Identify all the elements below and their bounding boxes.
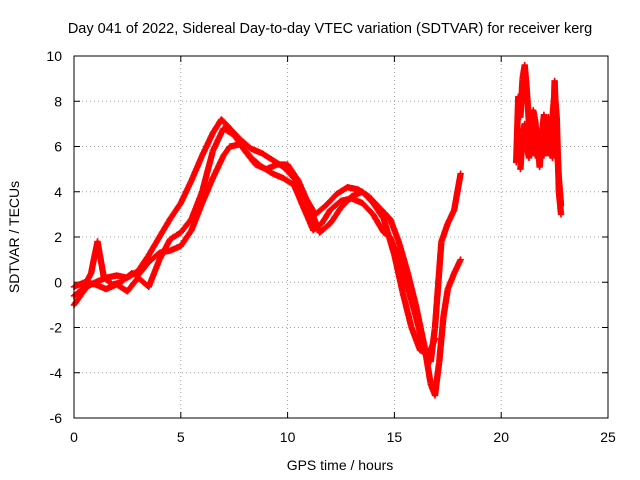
data-point-cluster <box>444 271 457 293</box>
data-marks <box>70 61 565 399</box>
data-point-cluster <box>369 211 387 235</box>
y-tick-label: -2 <box>50 320 63 336</box>
data-point-cluster <box>391 251 406 296</box>
data-point-cluster <box>220 144 233 159</box>
data-point-cluster <box>177 228 194 250</box>
data-point-cluster <box>327 198 343 214</box>
data-point-cluster <box>359 188 376 206</box>
y-tick-label: 10 <box>46 48 62 64</box>
y-tick-label: 8 <box>54 93 62 109</box>
data-point-cluster <box>280 175 296 188</box>
data-point-cluster <box>177 178 194 207</box>
data-point-cluster <box>188 201 205 234</box>
data-point-cluster <box>258 150 275 163</box>
y-tick-labels: -6 -4 -2 0 2 4 6 8 10 <box>46 48 62 426</box>
x-tick-label: 20 <box>493 429 509 445</box>
data-point-cluster <box>305 202 323 235</box>
y-tick-label: 6 <box>54 139 62 155</box>
data-point-cluster <box>295 177 312 208</box>
data-point-cluster <box>188 153 205 184</box>
data-point-cluster <box>156 217 173 241</box>
data-point-cluster <box>517 77 526 121</box>
data-point <box>457 170 464 177</box>
series-track-1 <box>70 116 464 399</box>
data-point-cluster <box>517 131 526 173</box>
data-point-cluster <box>425 337 438 358</box>
data-point-cluster <box>327 205 344 227</box>
plot-frame <box>73 55 609 419</box>
data-point-cluster <box>231 132 248 153</box>
data-point-cluster <box>166 201 184 223</box>
data-point <box>431 335 439 343</box>
data-point-cluster <box>156 237 173 263</box>
x-tick-label: 25 <box>600 429 616 445</box>
data-point-cluster <box>209 126 227 155</box>
data-point-cluster <box>299 202 316 232</box>
y-axis-label: SDTVAR / TECUs <box>6 181 22 293</box>
data-point-cluster <box>551 77 560 142</box>
data-point-cluster <box>284 161 301 183</box>
data-point-cluster <box>145 235 162 259</box>
data-point-cluster <box>399 290 415 330</box>
data-point-cluster <box>241 147 258 167</box>
data-point-cluster <box>145 250 162 266</box>
data-point-cluster <box>134 253 152 275</box>
y-tick-label: 4 <box>54 184 62 200</box>
x-tick-label: 10 <box>280 429 296 445</box>
data-point-cluster <box>386 215 402 244</box>
chart-title: Day 041 of 2022, Sidereal Day-to-day VTE… <box>68 21 592 37</box>
data-point-cluster <box>322 191 339 209</box>
x-tick-label: 15 <box>387 429 403 445</box>
data-point-cluster <box>451 257 464 277</box>
x-axis-label: GPS time / hours <box>287 457 394 473</box>
y-tick-label: -4 <box>50 365 63 381</box>
data-point-cluster <box>94 238 107 280</box>
series-track-5 <box>517 77 565 209</box>
data-point-cluster <box>395 238 410 273</box>
data-point <box>557 211 565 218</box>
data-point-cluster <box>553 136 562 180</box>
data-point-cluster <box>199 176 216 207</box>
data-point-cluster <box>209 117 224 137</box>
data-point-cluster <box>369 199 386 221</box>
y-tick-label: -6 <box>50 410 63 426</box>
data-point-cluster <box>145 257 163 290</box>
y-tick-label: 0 <box>54 274 62 290</box>
data-point-cluster <box>395 256 408 280</box>
data-point-cluster <box>431 359 443 399</box>
data-point-cluster <box>177 216 194 236</box>
data-point-cluster <box>359 199 376 217</box>
data-point-cluster <box>188 190 205 223</box>
data-point <box>557 202 565 209</box>
data-point-cluster <box>124 275 141 295</box>
data-point-cluster <box>431 239 445 331</box>
data-point-cluster <box>412 313 428 352</box>
data-point-cluster <box>199 131 216 159</box>
data-point-cluster <box>438 221 451 245</box>
data-point-cluster <box>316 221 333 236</box>
data-point-cluster <box>401 274 419 318</box>
data-point-cluster <box>523 86 533 126</box>
data-point-cluster <box>436 314 447 365</box>
data-point-cluster <box>218 116 233 131</box>
y-tick-label: 2 <box>54 229 62 245</box>
data-point-cluster <box>380 215 398 257</box>
data-point <box>457 256 464 263</box>
data-point-cluster <box>199 149 216 195</box>
x-tick-label: 0 <box>70 429 78 445</box>
series-track-3 <box>70 125 439 358</box>
data-point-cluster <box>209 153 227 182</box>
data-point-cluster <box>440 287 451 320</box>
data-point-cluster <box>318 207 333 227</box>
x-tick-labels: 0 5 10 15 20 25 <box>70 429 616 445</box>
data-point-cluster <box>220 125 237 138</box>
data-point-cluster <box>337 194 354 211</box>
x-tick-label: 5 <box>177 429 185 445</box>
data-point-cluster <box>408 324 423 352</box>
data-point-cluster <box>451 172 464 214</box>
data-point-cluster <box>444 208 457 227</box>
data-point-cluster <box>290 181 306 208</box>
